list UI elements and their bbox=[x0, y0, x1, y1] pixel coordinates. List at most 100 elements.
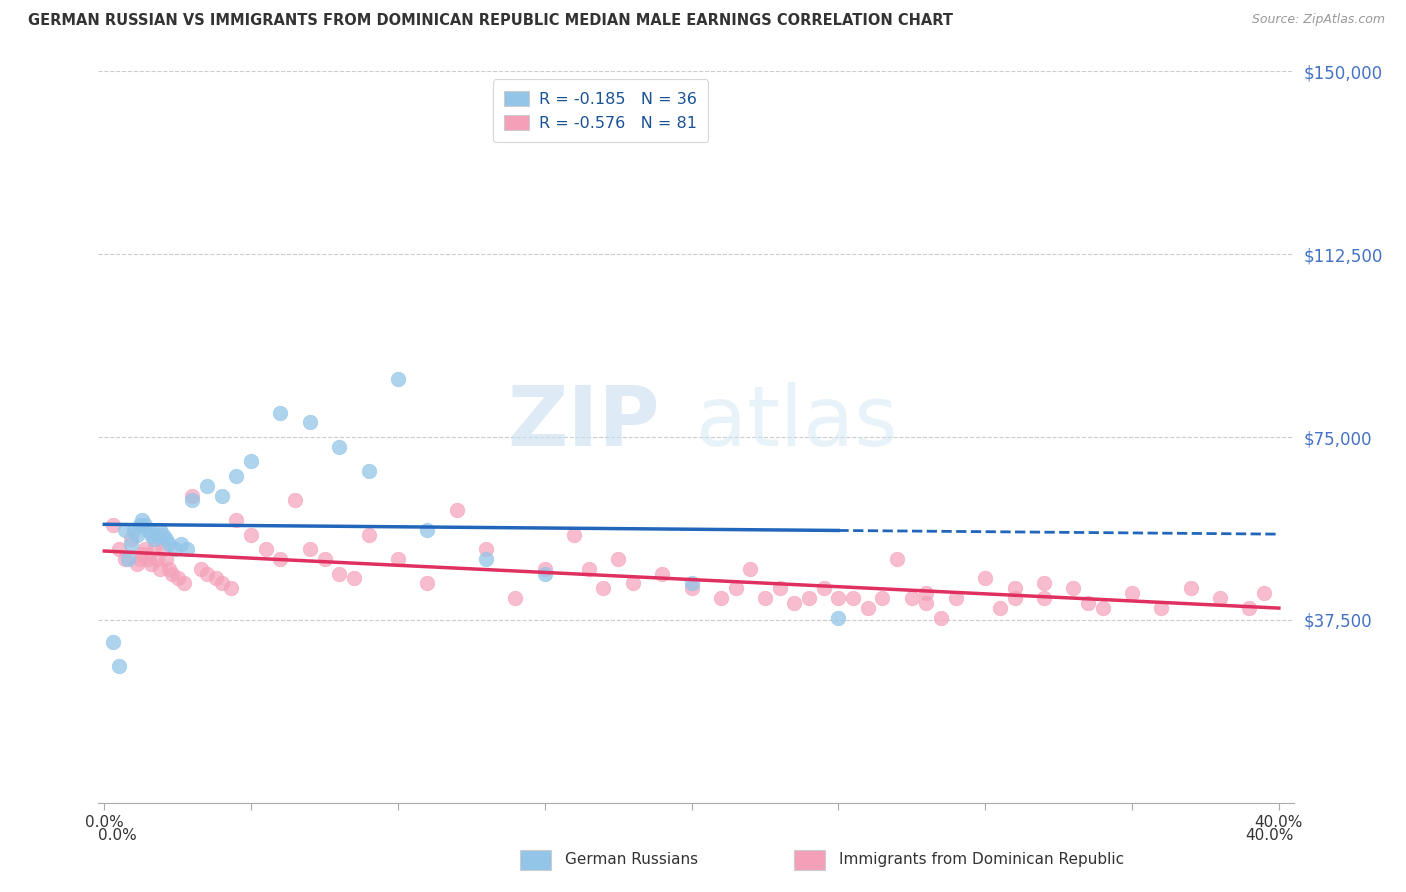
Point bbox=[149, 562, 172, 576]
Point bbox=[1121, 586, 1143, 600]
Point bbox=[143, 533, 166, 547]
Text: Immigrants from Dominican Republic: Immigrants from Dominican Republic bbox=[839, 853, 1125, 867]
Point bbox=[166, 572, 188, 586]
Point bbox=[872, 591, 894, 605]
Point bbox=[475, 552, 498, 566]
Point bbox=[533, 562, 555, 576]
Point bbox=[181, 489, 204, 503]
Point bbox=[169, 537, 191, 551]
Point bbox=[128, 552, 150, 566]
Point bbox=[176, 542, 198, 557]
Point bbox=[155, 552, 177, 566]
Point bbox=[621, 576, 644, 591]
Point bbox=[533, 566, 555, 581]
Point bbox=[195, 479, 218, 493]
Point bbox=[1004, 581, 1026, 595]
Point bbox=[225, 513, 247, 527]
Point bbox=[125, 527, 148, 541]
Point bbox=[592, 581, 614, 595]
Point bbox=[190, 562, 212, 576]
Point bbox=[1239, 600, 1261, 615]
Point bbox=[1004, 591, 1026, 605]
Point bbox=[146, 552, 169, 566]
Point bbox=[152, 542, 174, 557]
Point bbox=[710, 591, 733, 605]
Text: German Russians: German Russians bbox=[565, 853, 699, 867]
Point bbox=[205, 572, 228, 586]
Point bbox=[651, 566, 673, 581]
Point bbox=[754, 591, 776, 605]
Point bbox=[416, 523, 439, 537]
Point bbox=[128, 517, 150, 532]
Point bbox=[813, 581, 835, 595]
Point bbox=[1077, 596, 1099, 610]
Point bbox=[475, 542, 498, 557]
Point bbox=[155, 533, 177, 547]
Point bbox=[211, 576, 233, 591]
Point bbox=[134, 517, 156, 532]
Point bbox=[219, 581, 242, 595]
Point bbox=[1150, 600, 1173, 615]
Point bbox=[328, 440, 350, 454]
Point bbox=[915, 596, 938, 610]
Point bbox=[134, 542, 156, 557]
Text: ZIP: ZIP bbox=[508, 382, 661, 463]
Point bbox=[143, 542, 166, 557]
Point bbox=[211, 489, 233, 503]
Point bbox=[160, 566, 183, 581]
Text: atlas: atlas bbox=[696, 382, 897, 463]
Point bbox=[269, 406, 291, 420]
Point bbox=[120, 537, 142, 551]
Point bbox=[138, 552, 160, 566]
Point bbox=[149, 523, 172, 537]
Point bbox=[1091, 600, 1114, 615]
Point bbox=[357, 464, 380, 478]
Point bbox=[901, 591, 924, 605]
Point bbox=[240, 527, 263, 541]
Point bbox=[783, 596, 806, 610]
Point bbox=[343, 572, 366, 586]
Point bbox=[387, 552, 409, 566]
Point bbox=[138, 523, 160, 537]
Point bbox=[141, 527, 163, 541]
Point bbox=[1180, 581, 1202, 595]
Point bbox=[974, 572, 997, 586]
Point bbox=[173, 576, 195, 591]
Point bbox=[163, 542, 186, 557]
Point bbox=[108, 542, 131, 557]
Point bbox=[827, 591, 849, 605]
Point bbox=[929, 610, 952, 624]
Point bbox=[827, 610, 849, 624]
Point bbox=[101, 635, 124, 649]
Point bbox=[1253, 586, 1275, 600]
Point bbox=[562, 527, 585, 541]
Point bbox=[157, 537, 180, 551]
Point bbox=[886, 552, 908, 566]
Point bbox=[945, 591, 967, 605]
Point bbox=[117, 552, 139, 566]
Point bbox=[740, 562, 762, 576]
Point bbox=[298, 416, 321, 430]
Point bbox=[141, 557, 163, 571]
Point bbox=[1032, 576, 1054, 591]
Text: 40.0%: 40.0% bbox=[1246, 828, 1294, 843]
Point bbox=[157, 562, 180, 576]
Point bbox=[298, 542, 321, 557]
Point bbox=[131, 547, 153, 561]
Point bbox=[1062, 581, 1084, 595]
Point bbox=[254, 542, 277, 557]
Point bbox=[146, 527, 169, 541]
Point bbox=[114, 523, 136, 537]
Point bbox=[125, 557, 148, 571]
Point bbox=[120, 533, 142, 547]
Point bbox=[108, 659, 131, 673]
Text: Source: ZipAtlas.com: Source: ZipAtlas.com bbox=[1251, 13, 1385, 27]
Point bbox=[681, 576, 703, 591]
Point bbox=[446, 503, 468, 517]
Point bbox=[181, 493, 204, 508]
Point bbox=[269, 552, 291, 566]
Point bbox=[101, 517, 124, 532]
Point bbox=[122, 523, 145, 537]
Point bbox=[328, 566, 350, 581]
Point bbox=[915, 586, 938, 600]
